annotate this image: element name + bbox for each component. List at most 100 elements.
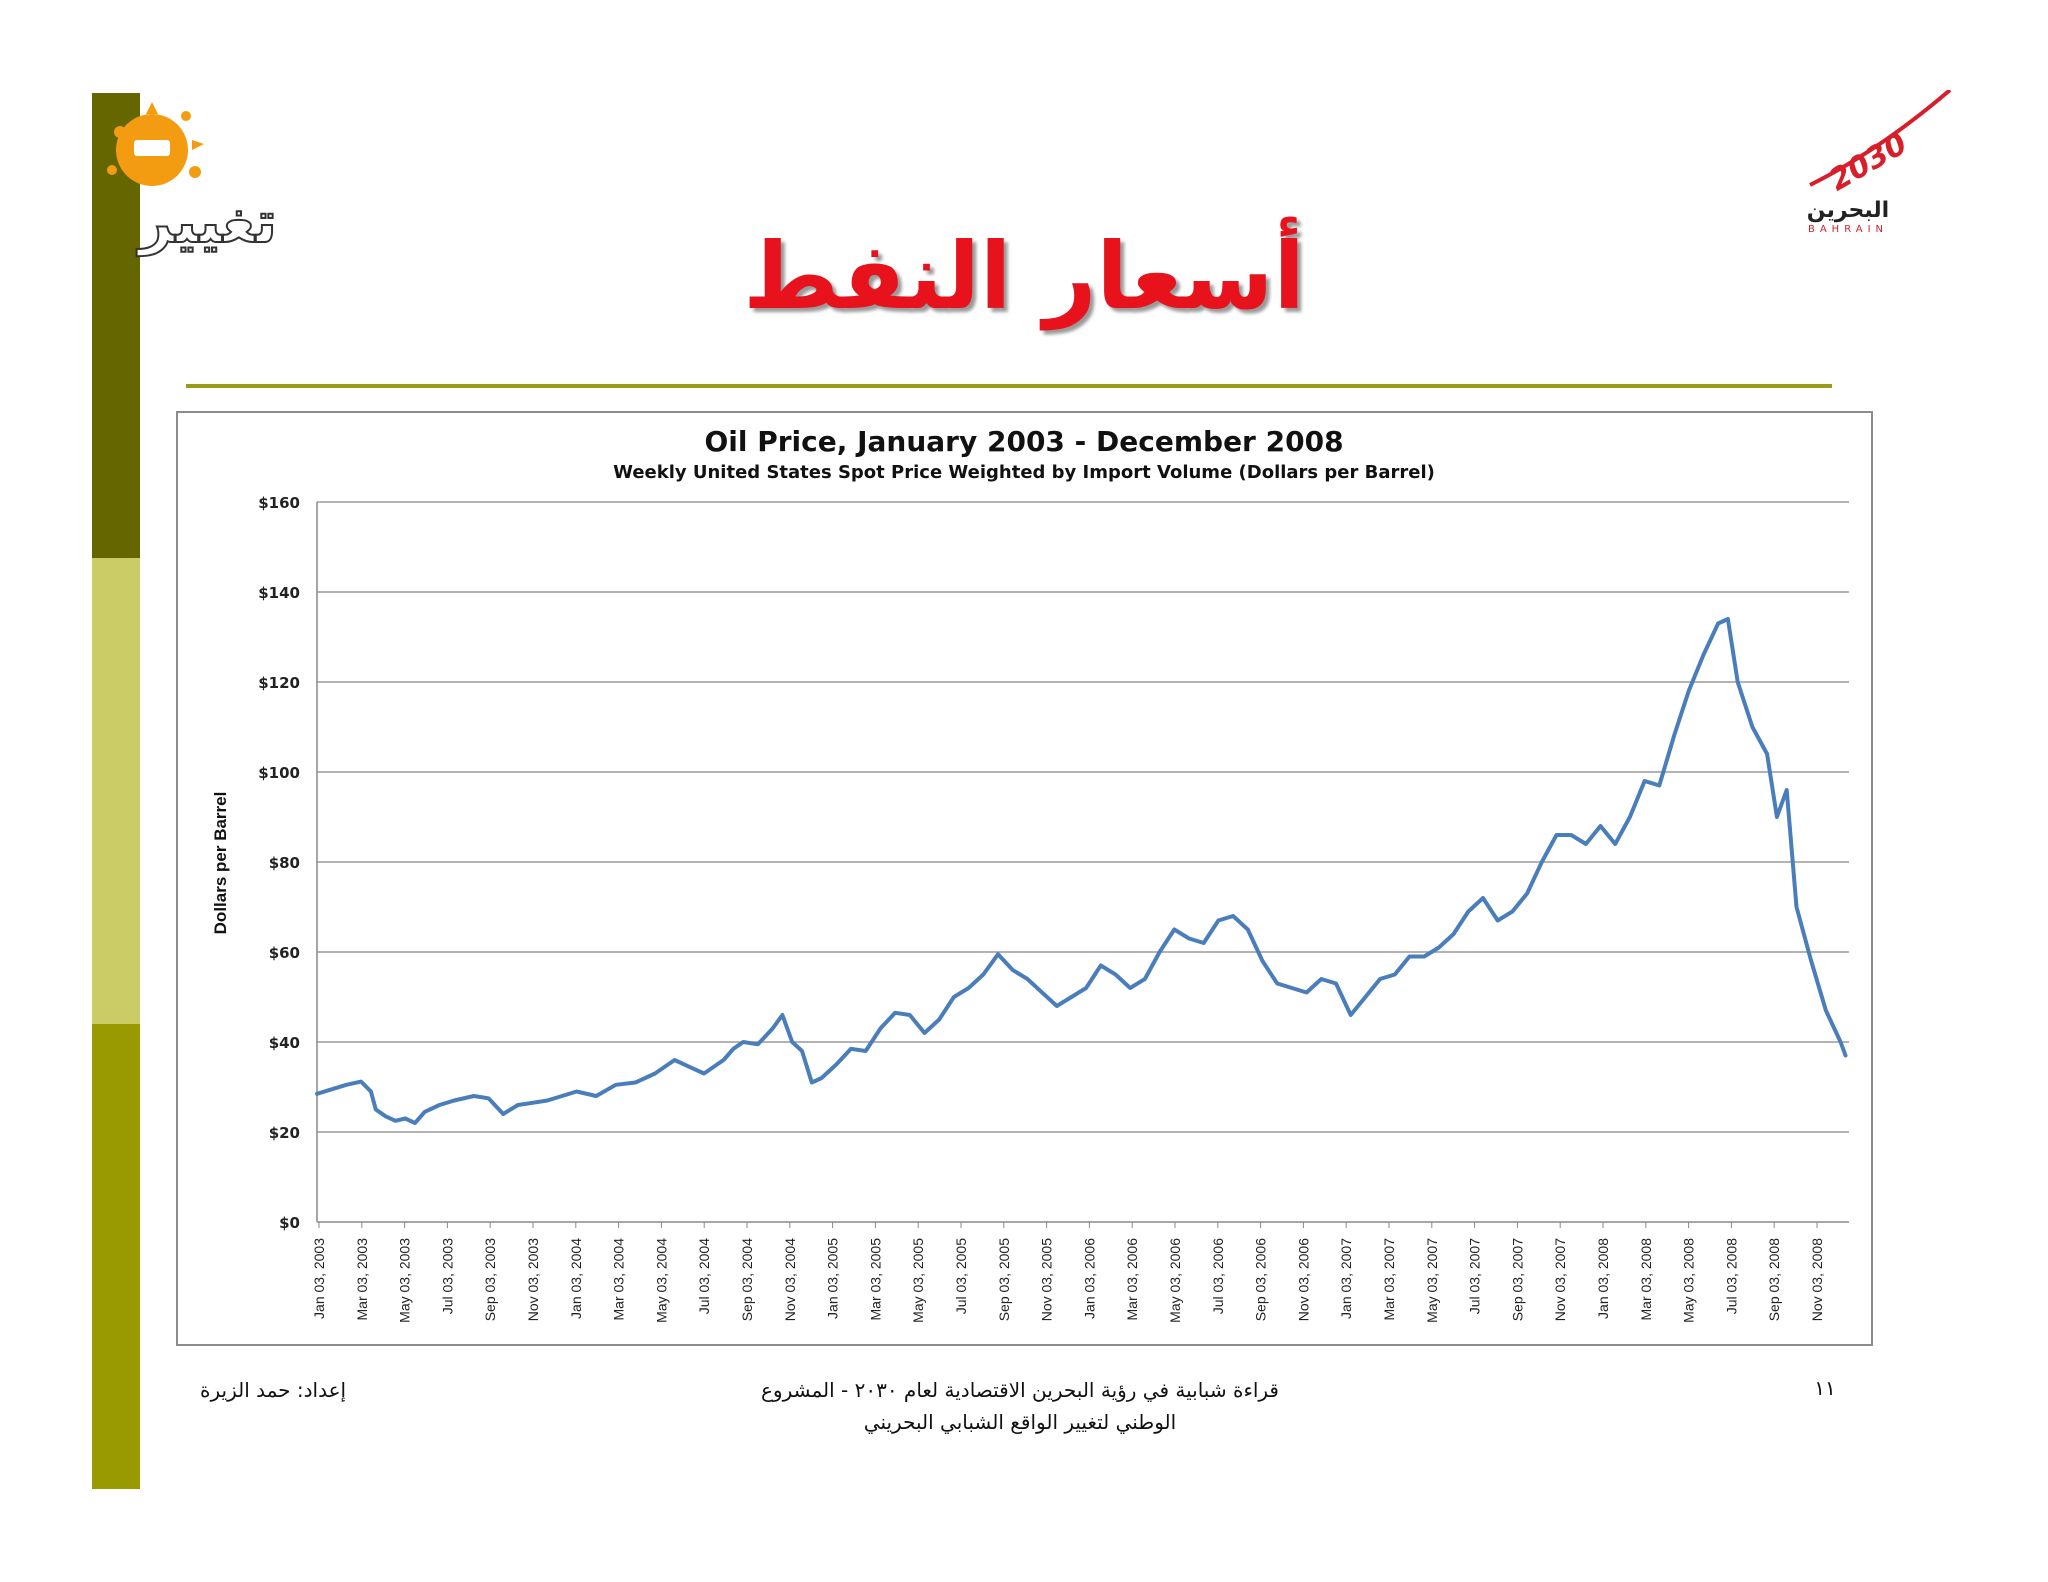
data-point xyxy=(1702,654,1705,656)
logo-right-latin: BAHRAIN xyxy=(1808,224,1888,235)
footer-caption: قراءة شبابية في رؤية البحرين الاقتصادية … xyxy=(700,1374,1340,1438)
data-point xyxy=(414,1122,416,1124)
data-point xyxy=(546,1099,549,1102)
data-point xyxy=(1305,991,1308,994)
data-point xyxy=(757,1043,759,1046)
series-layer xyxy=(315,617,1848,1125)
bahrain-2030-logo: 2030 البحرين BAHRAIN xyxy=(1790,88,1960,240)
data-point xyxy=(673,1059,676,1061)
data-point xyxy=(384,1115,387,1118)
data-point xyxy=(850,1048,852,1050)
data-point xyxy=(561,1095,563,1097)
data-point xyxy=(345,1084,348,1086)
data-point xyxy=(1599,825,1602,827)
x-tick-label: Nov 03, 2003 xyxy=(525,1238,541,1321)
data-point xyxy=(1555,834,1558,836)
data-point xyxy=(923,1032,926,1034)
data-point xyxy=(1825,1009,1827,1012)
data-point xyxy=(615,1084,617,1086)
chart-title: Oil Price, January 2003 - December 2008 xyxy=(704,425,1343,458)
data-point xyxy=(722,1059,725,1061)
x-tick-label: Nov 03, 2004 xyxy=(782,1238,798,1321)
chart-subtitle: Weekly United States Spot Price Weighted… xyxy=(613,462,1435,483)
data-point xyxy=(1839,1041,1842,1043)
data-point xyxy=(938,1018,940,1021)
data-point xyxy=(1188,937,1190,940)
footer-author: إعداد: حمد الزيرة xyxy=(200,1378,347,1402)
data-point xyxy=(438,1104,441,1106)
data-point xyxy=(330,1088,333,1091)
data-point xyxy=(1217,919,1220,922)
data-point xyxy=(1438,946,1440,949)
x-tick-label: Jan 03, 2006 xyxy=(1081,1238,1097,1319)
data-point xyxy=(801,1050,803,1052)
y-tick-labels: $0 $20 $40 $60 $80 $100 $120 $140 $160 xyxy=(258,494,300,1232)
x-tick-label: Jan 03, 2003 xyxy=(311,1238,327,1319)
data-point xyxy=(967,987,970,989)
data-point xyxy=(1247,928,1249,931)
data-point xyxy=(1320,978,1323,980)
x-tick-label: Sep 03, 2004 xyxy=(739,1238,755,1322)
data-point xyxy=(953,996,955,998)
data-point xyxy=(1202,942,1205,944)
data-point xyxy=(688,1066,691,1068)
data-point xyxy=(487,1097,490,1100)
y-tick-label: $120 xyxy=(258,674,300,692)
data-point xyxy=(1658,784,1661,787)
data-point xyxy=(1496,919,1499,922)
data-point xyxy=(1011,969,1014,971)
swoosh-icon xyxy=(1809,88,1952,187)
data-point xyxy=(360,1080,362,1083)
data-point xyxy=(394,1120,397,1122)
y-tick-label: $100 xyxy=(258,764,300,782)
data-point xyxy=(1379,978,1381,980)
taghyeer-logo: تغيير xyxy=(100,92,315,262)
data-point xyxy=(864,1050,867,1052)
data-point xyxy=(1129,987,1131,989)
logo-right-year: 2030 xyxy=(1823,126,1913,198)
data-point xyxy=(1423,955,1425,958)
data-point xyxy=(1570,834,1572,836)
data-point xyxy=(1687,690,1690,692)
data-point xyxy=(1643,780,1646,782)
data-point xyxy=(1114,973,1117,976)
data-point xyxy=(1673,735,1675,737)
data-point xyxy=(1511,910,1514,913)
x-tick-label: Jan 03, 2007 xyxy=(1338,1238,1354,1319)
data-point xyxy=(1541,861,1543,863)
data-point xyxy=(1751,726,1754,728)
title-divider xyxy=(186,384,1832,388)
x-tick-label: May 03, 2003 xyxy=(397,1238,413,1323)
data-point xyxy=(1394,973,1396,976)
data-point xyxy=(1810,960,1812,962)
data-point xyxy=(1585,843,1587,845)
x-tick-label: Sep 03, 2006 xyxy=(1253,1238,1269,1322)
data-point xyxy=(316,1093,318,1095)
y-tick-label: $40 xyxy=(269,1034,300,1052)
x-tick-label: Jul 03, 2008 xyxy=(1723,1238,1739,1314)
data-point xyxy=(1349,1014,1352,1016)
data-point xyxy=(1482,897,1484,899)
data-point xyxy=(370,1090,372,1093)
data-point xyxy=(575,1090,578,1093)
x-tick-label: Mar 03, 2005 xyxy=(867,1238,883,1321)
x-tick-label: Jul 03, 2004 xyxy=(696,1238,712,1314)
data-point xyxy=(595,1095,597,1097)
data-point xyxy=(375,1108,377,1111)
data-point xyxy=(835,1063,838,1066)
x-tick-label: May 03, 2007 xyxy=(1424,1238,1440,1323)
data-point xyxy=(1144,978,1146,980)
x-tick-label: Sep 03, 2007 xyxy=(1509,1238,1525,1322)
data-point xyxy=(1526,892,1528,895)
data-point xyxy=(894,1012,896,1014)
data-point xyxy=(1736,681,1739,683)
data-point xyxy=(1041,991,1043,994)
y-tick-label: $0 xyxy=(279,1214,300,1232)
data-point xyxy=(732,1048,735,1050)
data-point xyxy=(791,1041,793,1043)
x-tick-label: Sep 03, 2005 xyxy=(996,1238,1012,1322)
data-point xyxy=(1452,933,1455,935)
data-point xyxy=(517,1104,519,1106)
data-point xyxy=(742,1041,744,1043)
x-tick-label: Jan 03, 2005 xyxy=(825,1238,841,1319)
